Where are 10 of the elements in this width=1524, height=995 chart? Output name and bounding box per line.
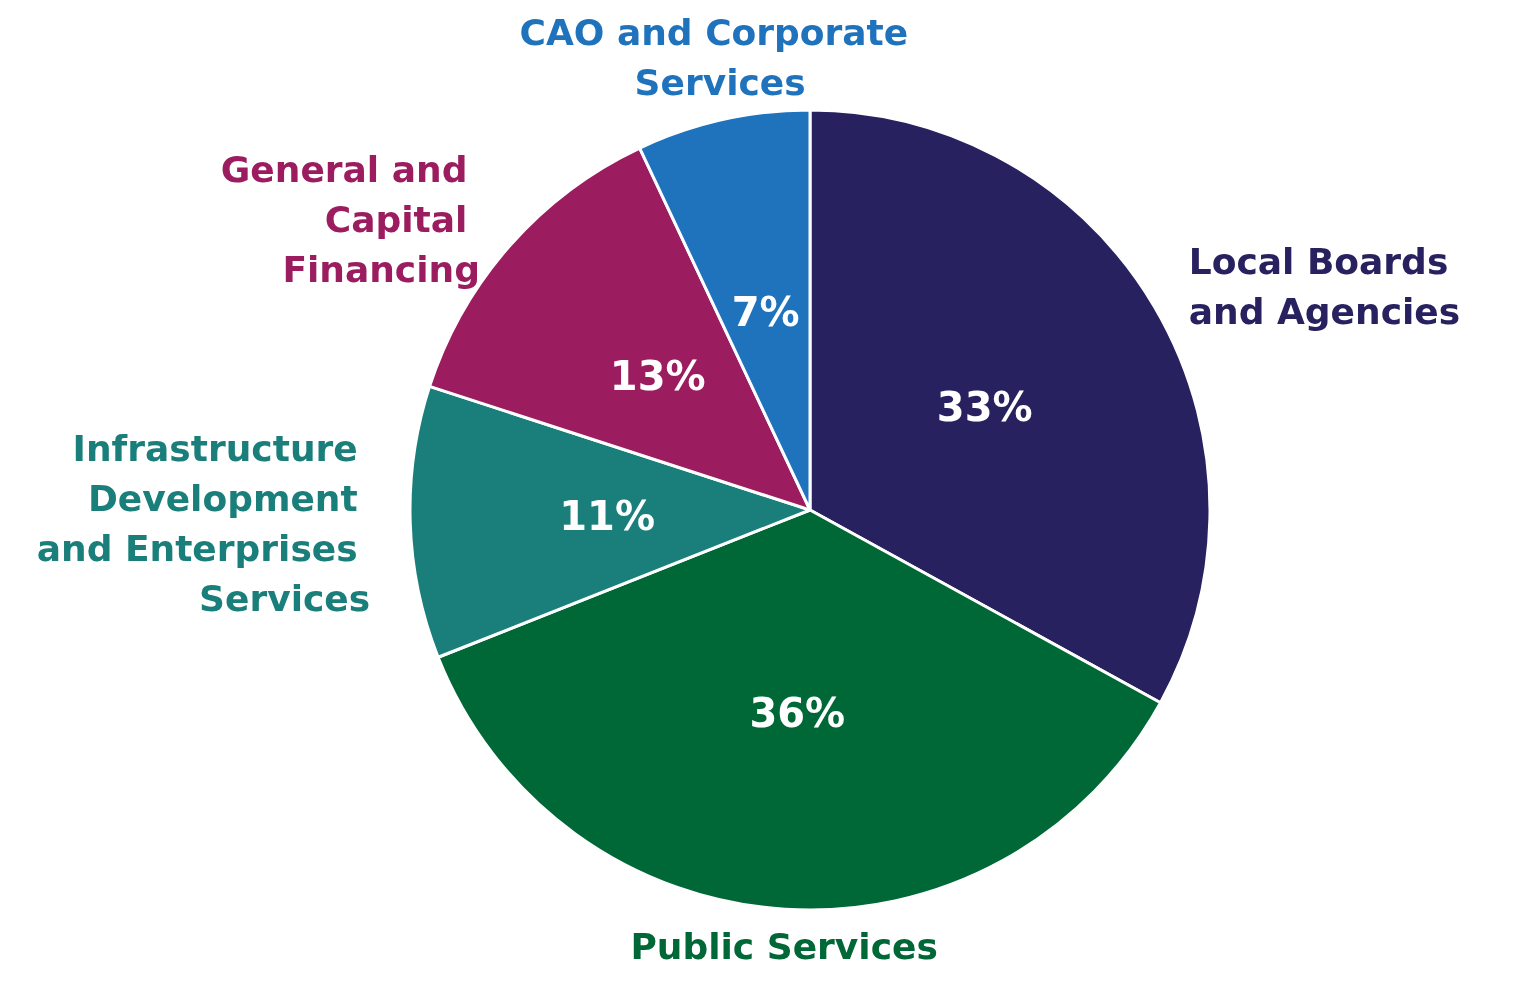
slice-label: Infrastructure Development and Enterprises Services [36,428,371,620]
data-label: 7% [731,288,800,335]
slice-label: CAO and Corporate Services [519,12,921,104]
data-label: 36% [749,689,846,736]
data-label: 13% [609,352,706,399]
slice-label: Local Boards and Agencies [1188,240,1461,332]
slice-label: General and Capital Financing [220,148,480,290]
data-label: 11% [559,493,655,540]
data-label: 33% [936,383,1033,430]
slice-label: Public Services [630,925,938,967]
